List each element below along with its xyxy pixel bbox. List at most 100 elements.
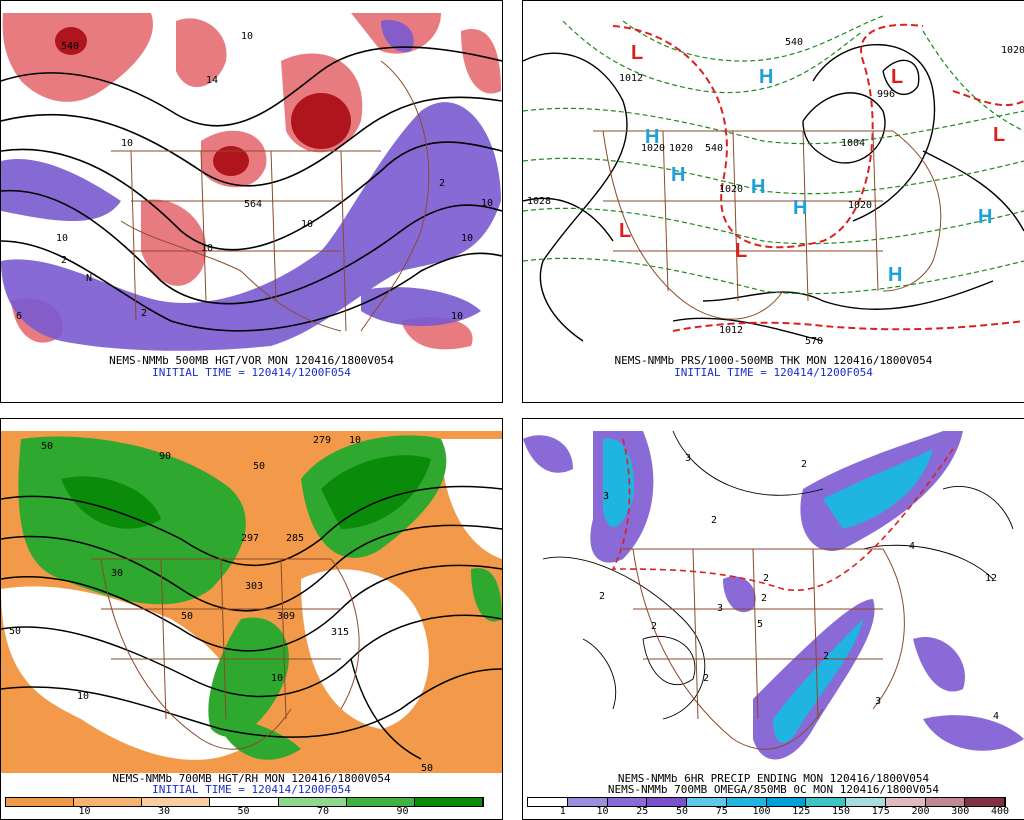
svg-text:2: 2	[801, 459, 807, 470]
panel3-title: NEMS-NMMb 700MB HGT/RH MON 120416/1800V0…	[112, 772, 391, 785]
svg-text:2: 2	[763, 573, 769, 584]
svg-text:H: H	[793, 197, 807, 219]
scale-tick-label: 90	[396, 806, 409, 817]
svg-text:303: 303	[245, 581, 263, 592]
svg-text:1020: 1020	[669, 143, 693, 154]
scale-tick-label: 125	[792, 806, 811, 817]
svg-text:H: H	[645, 126, 659, 148]
svg-text:540: 540	[705, 143, 723, 154]
svg-text:2: 2	[651, 621, 657, 632]
isobar-labels: 540 1012 1020 1020 540 1028 1020 1020 10…	[527, 37, 1024, 347]
precip-map: 3 2 2 2 3 2 2 5 3 2 2 2 12 4 3 4	[523, 430, 1024, 760]
scale-tick-label: 200	[911, 806, 930, 817]
svg-text:6: 6	[16, 311, 22, 322]
scale-tick-label: 400	[990, 806, 1010, 817]
svg-text:3: 3	[717, 603, 723, 614]
svg-text:1028: 1028	[527, 196, 551, 207]
scale-tick-label: 1	[559, 806, 566, 817]
svg-text:50: 50	[9, 626, 21, 637]
scale-swatch	[414, 798, 483, 806]
vorticity-negative-areas	[1, 20, 501, 351]
svg-text:10: 10	[271, 673, 283, 684]
scale-swatch	[726, 798, 767, 806]
svg-text:L: L	[993, 124, 1005, 146]
scale-swatch	[885, 798, 926, 806]
vorticity-positive-areas	[2, 13, 501, 350]
svg-text:4: 4	[993, 711, 999, 722]
thickness-lines	[523, 15, 1024, 295]
svg-text:10: 10	[201, 243, 213, 254]
svg-text:2: 2	[761, 593, 767, 604]
svg-text:14: 14	[206, 75, 218, 86]
svg-text:L: L	[631, 42, 643, 64]
scale-swatch	[687, 798, 727, 806]
political-boundaries	[111, 60, 430, 332]
svg-text:50: 50	[41, 441, 53, 452]
panel-precip-omega: 3 2 2 2 3 2 2 5 3 2 2 2 12 4 3 4 NEMS-NM…	[522, 418, 1024, 820]
humidity-map: 50 279 10 90 50 297 285 303 309 315 50 1…	[1, 431, 502, 774]
saturated-areas	[61, 455, 431, 529]
svg-text:4: 4	[909, 541, 915, 552]
svg-text:H: H	[888, 264, 902, 286]
scale-tick-label: 25	[636, 806, 649, 817]
svg-text:N: N	[86, 273, 92, 284]
svg-text:10: 10	[301, 219, 313, 230]
precip-scale-ticks: 1 10 25 50 75 100 125 150 175 200 300 400	[527, 806, 1009, 818]
scale-swatch	[142, 798, 211, 806]
svg-text:3: 3	[685, 453, 691, 464]
scale-swatch	[210, 798, 279, 806]
contour-labels: 50 279 10 90 50 297 285 303 309 315 50 1…	[9, 435, 433, 774]
precip-heavy-areas	[603, 438, 933, 743]
political-boundaries	[623, 548, 905, 750]
height-contours	[1, 46, 502, 332]
svg-text:5: 5	[757, 619, 763, 630]
svg-text:30: 30	[111, 568, 123, 579]
svg-text:564: 564	[244, 199, 262, 210]
scale-swatch	[965, 798, 1005, 806]
scale-swatch	[647, 798, 687, 806]
panel-pressure-thickness: L L L L L H H H H H H H 540 1012 1020 10…	[522, 0, 1024, 403]
svg-text:50: 50	[421, 763, 433, 774]
humidity-scale-ticks: 10 30 50 70 90	[5, 806, 482, 818]
panel2-initial-time: INITIAL TIME = 120414/1200F054	[674, 366, 873, 379]
svg-text:285: 285	[286, 533, 304, 544]
svg-text:2: 2	[711, 515, 717, 526]
svg-text:H: H	[978, 206, 992, 228]
svg-text:996: 996	[877, 89, 895, 100]
scale-swatch	[528, 798, 568, 806]
svg-text:1020: 1020	[719, 184, 743, 195]
low-pressure-centers: L L L L L	[619, 42, 1005, 262]
svg-text:10: 10	[56, 233, 68, 244]
svg-text:10: 10	[481, 198, 493, 209]
precip-labels: 3 2 2 2 3 2 2 5 3 2 2 2 12 4 3 4	[599, 453, 999, 722]
panel-700mb-hgt-rh: 50 279 10 90 50 297 285 303 309 315 50 1…	[0, 418, 503, 820]
svg-text:1004: 1004	[841, 138, 865, 149]
panel3-initial-time: INITIAL TIME = 120414/1200F054	[152, 783, 351, 796]
scale-tick-label: 10	[596, 806, 609, 817]
panel1-initial-time: INITIAL TIME = 120414/1200F054	[152, 366, 351, 379]
svg-text:315: 315	[331, 627, 349, 638]
svg-text:540: 540	[785, 37, 803, 48]
scale-tick-label: 100	[752, 806, 771, 817]
svg-text:90: 90	[159, 451, 171, 462]
panel4-subtitle: NEMS-NMMb 700MB OMEGA/850MB 0C MON 12041…	[607, 783, 940, 796]
scale-swatch	[607, 798, 648, 806]
humidity-color-scale	[5, 797, 484, 807]
svg-text:3: 3	[875, 696, 881, 707]
svg-text:309: 309	[277, 611, 295, 622]
scale-swatch	[925, 798, 966, 806]
isobars	[523, 43, 1024, 342]
svg-text:L: L	[619, 220, 631, 242]
vorticity-maxima	[55, 27, 351, 176]
svg-text:10: 10	[77, 691, 89, 702]
scale-tick-label: 10	[78, 806, 91, 817]
vorticity-map: 540 10 14 10 564 10 2 10 N 2 10 10 10 2 …	[1, 13, 502, 353]
scale-swatch	[6, 798, 75, 806]
scale-tick-label: 30	[157, 806, 171, 817]
svg-text:540: 540	[61, 41, 79, 52]
pressure-map: L L L L L H H H H H H H 540 1012 1020 10…	[523, 15, 1024, 347]
svg-text:570: 570	[805, 336, 823, 347]
svg-text:2: 2	[823, 651, 829, 662]
svg-text:10: 10	[241, 31, 253, 42]
scale-swatch	[766, 798, 807, 806]
